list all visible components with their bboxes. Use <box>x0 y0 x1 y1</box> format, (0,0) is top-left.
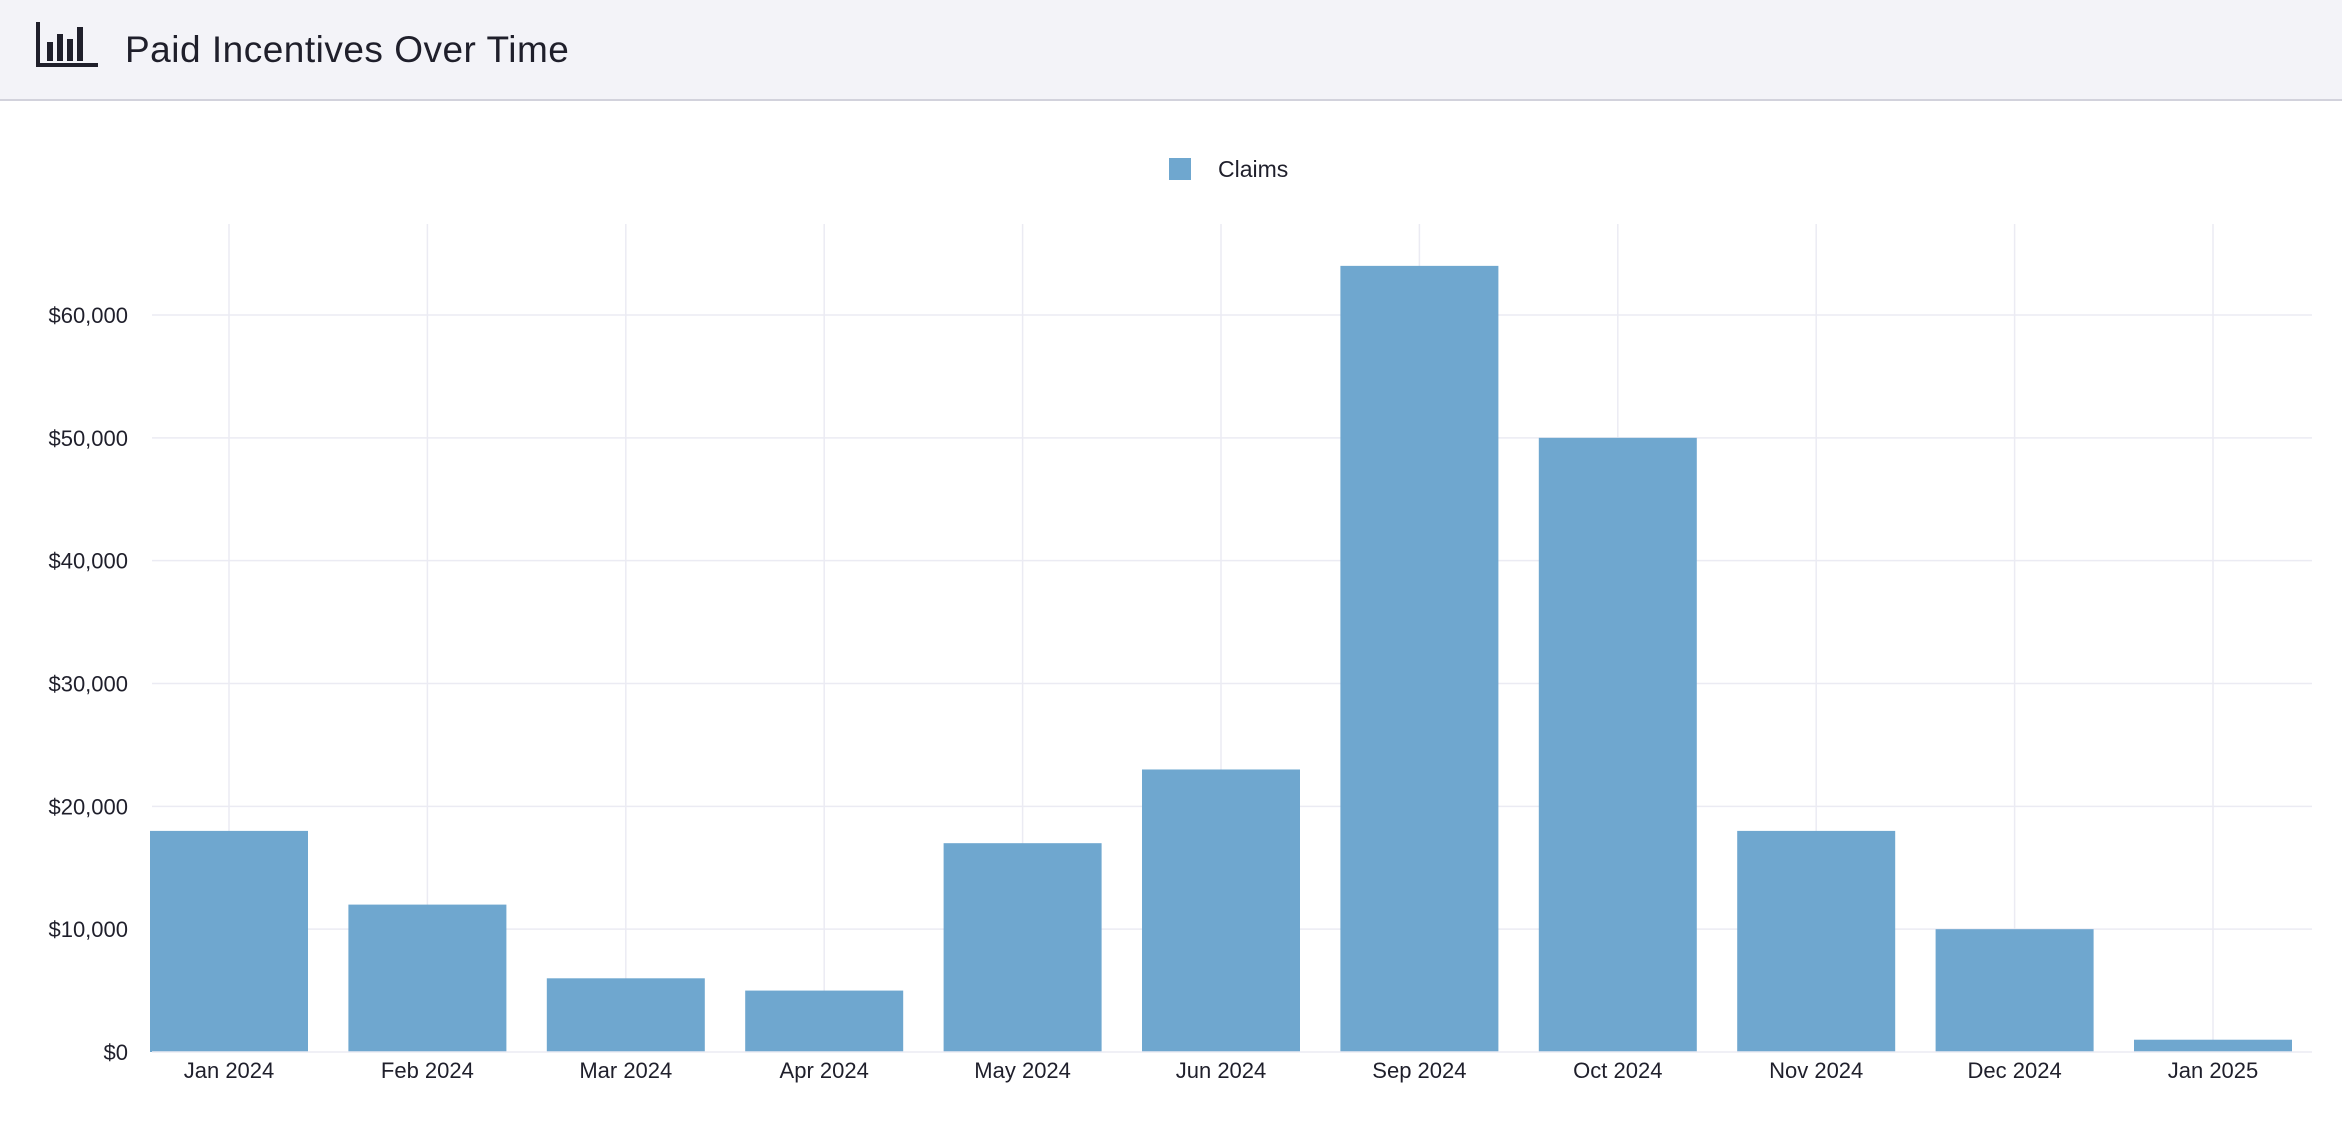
bar-oct-2024 <box>1538 437 1697 1052</box>
legend-label-claims: Claims <box>1218 156 1288 182</box>
x-tick-label: Apr 2024 <box>780 1058 869 1083</box>
x-tick-label: May 2024 <box>974 1058 1071 1083</box>
y-tick-label: $30,000 <box>48 672 128 697</box>
y-tick-label: $20,000 <box>48 794 128 819</box>
legend-swatch-claims <box>1169 158 1191 180</box>
x-tick-label: Mar 2024 <box>579 1058 672 1083</box>
x-tick-label: Sep 2024 <box>1372 1058 1466 1083</box>
bar-nov-2024 <box>1737 830 1896 1052</box>
x-tick-label: Jun 2024 <box>1176 1058 1267 1083</box>
chart-area: $0 $10,000 $20,000 $30,000 $40,000 $50,000 $60… <box>0 101 2342 1126</box>
x-tick-label: Feb 2024 <box>381 1058 474 1083</box>
page-title: Paid Incentives Over Time <box>125 29 570 70</box>
y-tick-label: $10,000 <box>48 917 128 942</box>
bar-jan-2025 <box>2134 1039 2292 1052</box>
x-tick-label: Dec 2024 <box>1968 1058 2062 1083</box>
bar-may-2024 <box>943 843 1102 1052</box>
x-tick-label: Oct 2024 <box>1573 1058 1662 1083</box>
y-tick-label: $40,000 <box>48 549 128 574</box>
x-tick-label: Jan 2025 <box>2168 1058 2259 1083</box>
bar-apr-2024 <box>745 990 904 1052</box>
bar-mar-2024 <box>546 978 705 1052</box>
bar-sep-2024 <box>1340 265 1499 1052</box>
bar-jun-2024 <box>1142 769 1300 1052</box>
y-tick-label: $50,000 <box>48 426 128 451</box>
x-tick-label: Nov 2024 <box>1769 1058 1863 1083</box>
x-tick-label: Jan 2024 <box>184 1058 275 1083</box>
bar-dec-2024 <box>1935 929 2094 1052</box>
bar-feb-2024 <box>348 904 507 1052</box>
chart-header: Paid Incentives Over Time <box>0 0 2342 101</box>
bar-jan-2024 <box>150 830 308 1052</box>
bar-chart-icon <box>36 22 98 67</box>
y-tick-label: $0 <box>104 1040 128 1065</box>
bar-chart: $0 $10,000 $20,000 $30,000 $40,000 $50,000 $60… <box>48 156 2312 1083</box>
y-tick-label: $60,000 <box>48 303 128 328</box>
